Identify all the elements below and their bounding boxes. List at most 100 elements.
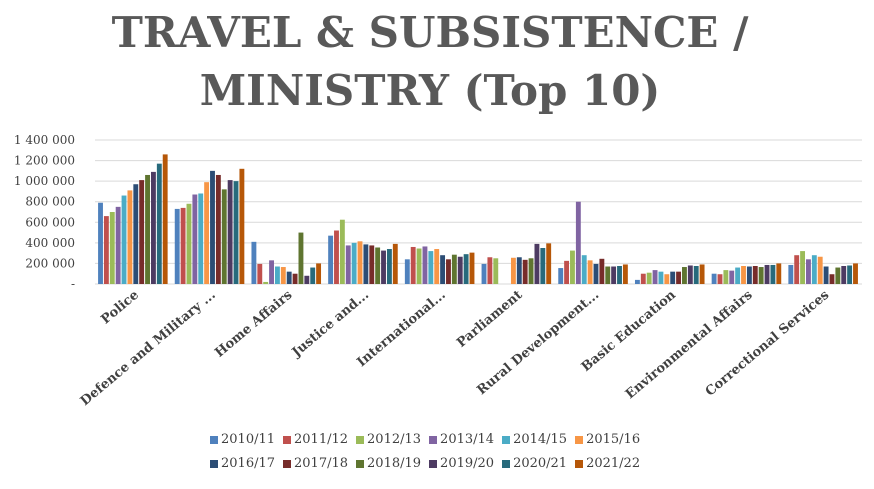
- bar: [221, 189, 227, 284]
- legend-label: 2013/14: [440, 432, 495, 447]
- legend-label: 2021/22: [586, 456, 641, 471]
- bar: [758, 267, 764, 284]
- bar: [676, 271, 682, 284]
- bar: [204, 182, 210, 284]
- bar: [463, 254, 469, 284]
- bar: [127, 190, 133, 284]
- legend-swatch: [283, 435, 292, 444]
- legend-label: 2010/11: [221, 432, 276, 447]
- bar: [617, 266, 622, 284]
- bar: [363, 244, 369, 284]
- bar: [835, 267, 841, 284]
- bar: [746, 266, 752, 284]
- y-tick-label: 200 000: [25, 256, 75, 270]
- bar: [180, 207, 186, 284]
- legend-label: 2011/12: [294, 432, 349, 447]
- bar: [192, 194, 198, 284]
- bar: [581, 255, 587, 284]
- bar: [587, 260, 593, 284]
- legend-item: 2015/16: [575, 432, 640, 447]
- bar: [605, 266, 611, 284]
- bar: [451, 254, 457, 284]
- bar: [416, 248, 422, 284]
- legend-label: 2014/15: [513, 432, 568, 447]
- bar: [800, 251, 806, 284]
- bar: [304, 275, 310, 284]
- bar: [239, 168, 245, 284]
- bar: [847, 265, 853, 284]
- bar: [440, 255, 446, 284]
- x-tick-label: Correctional Services: [703, 288, 832, 400]
- legend-item: 2011/12: [283, 432, 348, 447]
- bar: [316, 263, 322, 284]
- bar: [776, 263, 782, 284]
- bar: [646, 272, 652, 284]
- bar: [699, 264, 705, 284]
- legend-label: 2015/16: [586, 432, 641, 447]
- bar: [357, 241, 363, 284]
- bar: [109, 212, 115, 284]
- bar: [540, 248, 546, 284]
- legend-swatch: [575, 435, 584, 444]
- bar: [286, 271, 292, 284]
- bar: [115, 206, 121, 284]
- bar: [298, 232, 304, 284]
- bar: [670, 271, 676, 284]
- bar: [528, 258, 534, 284]
- bar: [853, 263, 858, 284]
- y-tick-label: 600 000: [25, 215, 75, 229]
- bar: [392, 243, 398, 284]
- bar: [522, 259, 528, 284]
- legend-label: 2018/19: [367, 456, 422, 471]
- bar: [564, 260, 570, 284]
- bar: [510, 257, 516, 284]
- legend-item: 2017/18: [283, 456, 348, 471]
- x-tick-label: Environmental Affairs: [623, 288, 756, 403]
- bar: [198, 193, 204, 284]
- legend-item: 2010/11: [210, 432, 275, 447]
- legend-item: 2012/13: [356, 432, 421, 447]
- bar: [257, 263, 263, 284]
- bar: [251, 241, 257, 284]
- bar: [794, 255, 800, 284]
- legend-swatch: [210, 435, 218, 444]
- bar: [729, 270, 735, 284]
- bar: [841, 266, 847, 284]
- legend-swatch: [502, 459, 511, 468]
- bar: [764, 264, 770, 284]
- bar: [558, 268, 564, 284]
- bar: [351, 242, 357, 284]
- bar: [162, 154, 168, 284]
- bar: [752, 266, 758, 284]
- bar: [817, 256, 823, 284]
- bar: [428, 251, 434, 284]
- bar: [652, 270, 658, 284]
- bar: [735, 267, 741, 284]
- bar: [404, 259, 410, 284]
- bar: [150, 171, 156, 284]
- bar: [811, 255, 817, 284]
- bar: [664, 274, 670, 284]
- x-tick-label: Police: [98, 288, 141, 328]
- bar: [829, 274, 835, 284]
- bar: [788, 264, 794, 284]
- y-tick-label: 800 000: [25, 195, 75, 209]
- bar: [280, 267, 286, 284]
- legend-row: 2010/11 2011/12 2012/13 2013/14 2014/15 2015/…: [210, 432, 680, 447]
- x-tick-label: Parliament: [454, 288, 525, 351]
- bar: [263, 281, 269, 284]
- bar: [493, 258, 499, 284]
- bar: [103, 216, 109, 284]
- x-tick-label: Rural Development...: [474, 288, 602, 399]
- bar: [227, 180, 233, 284]
- legend-swatch: [210, 459, 218, 468]
- bar: [457, 256, 463, 284]
- bar: [386, 249, 392, 284]
- legend-label: 2020/21: [513, 456, 568, 471]
- bar: [487, 257, 493, 284]
- x-tick-label: Justice and...: [289, 288, 372, 361]
- legend-swatch: [283, 459, 292, 468]
- bar: [611, 266, 617, 284]
- legend-item: 2014/15: [502, 432, 567, 447]
